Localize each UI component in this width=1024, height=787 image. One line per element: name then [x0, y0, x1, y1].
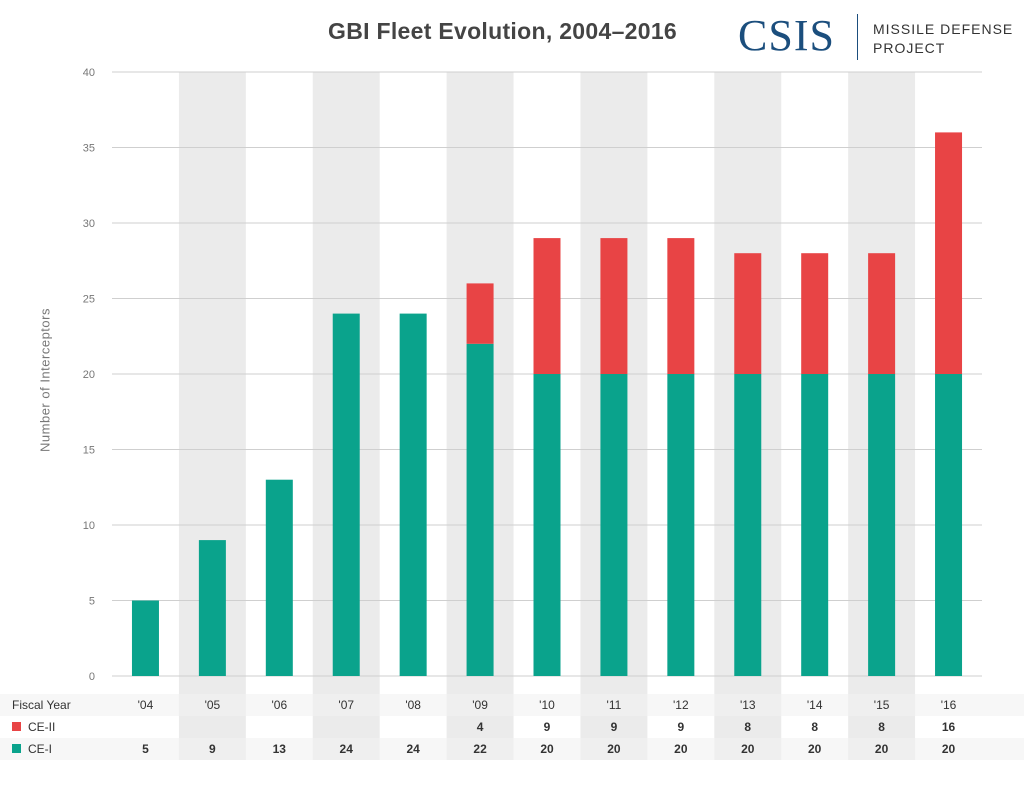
table-cell-value: 20	[741, 742, 755, 756]
x-tick-label: '09	[472, 698, 488, 712]
bar-ce-ii	[734, 253, 762, 374]
legend-label: CE-I	[28, 742, 52, 756]
bar-ce-i	[935, 374, 963, 676]
table-cell-value: 16	[942, 720, 956, 734]
y-tick-label: 5	[89, 596, 95, 608]
y-tick-label: 20	[83, 369, 95, 381]
bar-ce-i	[868, 374, 896, 676]
x-tick-label: '04	[138, 698, 154, 712]
table-cell-value: 22	[473, 742, 487, 756]
x-tick-label: '11	[607, 698, 622, 712]
chart-title: GBI Fleet Evolution, 2004–2016	[328, 18, 678, 44]
y-tick-label: 35	[83, 143, 95, 155]
logo-line-1: MISSILE DEFENSE	[873, 21, 1014, 37]
bar-ce-i	[600, 374, 628, 676]
x-tick-label: '15	[874, 698, 890, 712]
logo-line-2: PROJECT	[873, 40, 946, 56]
legend-swatch	[12, 744, 21, 753]
legend-swatch	[12, 722, 21, 731]
table-cell-value: 24	[340, 742, 354, 756]
table-cell-value: 9	[544, 720, 551, 734]
table-cell-value: 24	[406, 742, 420, 756]
x-tick-label: '05	[205, 698, 221, 712]
bar-ce-i	[198, 540, 226, 676]
table-header-label: Fiscal Year	[12, 698, 71, 712]
bar-ce-i	[734, 374, 762, 676]
logo-divider	[857, 14, 858, 60]
table-cell-value: 13	[273, 742, 287, 756]
x-tick-label: '12	[673, 698, 689, 712]
x-tick-label: '07	[338, 698, 354, 712]
bar-ce-i	[533, 374, 561, 676]
x-tick-label: '06	[271, 698, 287, 712]
y-tick-label: 15	[83, 445, 95, 457]
table-cell-value: 20	[808, 742, 822, 756]
bar-ce-ii	[935, 132, 963, 374]
bar-ce-ii	[533, 238, 561, 374]
table-cell-value: 20	[540, 742, 554, 756]
bar-ce-ii	[667, 238, 695, 374]
x-tick-label: '08	[405, 698, 421, 712]
bar-ce-ii	[466, 283, 494, 344]
bar-ce-i	[466, 343, 494, 676]
logo-text: MISSILE DEFENSE PROJECT	[873, 20, 1024, 58]
table-cell-value: 20	[942, 742, 956, 756]
y-tick-label: 40	[83, 67, 95, 79]
table-cell-value: 9	[611, 720, 618, 734]
table-cell-value: 8	[744, 720, 751, 734]
y-tick-label: 25	[83, 294, 95, 306]
bar-ce-i	[399, 313, 427, 676]
bar-ce-ii	[801, 253, 829, 374]
table-cell-value: 20	[674, 742, 688, 756]
table-row-band	[0, 738, 1024, 760]
table-cell-value: 9	[209, 742, 216, 756]
table-cell-value: 9	[678, 720, 685, 734]
logo-mark: CSIS	[738, 11, 835, 60]
bar-ce-i	[131, 600, 159, 676]
table-cell-value: 8	[878, 720, 885, 734]
table-cell-value: 20	[607, 742, 621, 756]
y-tick-label: 0	[89, 671, 95, 683]
table-cell-value: 8	[811, 720, 818, 734]
bar-ce-i	[667, 374, 695, 676]
x-tick-label: '16	[941, 698, 957, 712]
bar-ce-i	[332, 313, 360, 676]
x-tick-label: '14	[807, 698, 823, 712]
table-cell-value: 5	[142, 742, 149, 756]
y-tick-label: 30	[83, 218, 95, 230]
bar-ce-i	[265, 479, 293, 676]
table-header-band	[0, 694, 1024, 716]
legend-label: CE-II	[28, 720, 55, 734]
bar-ce-ii	[600, 238, 628, 374]
x-tick-label: '13	[740, 698, 756, 712]
bar-ce-i	[801, 374, 829, 676]
y-tick-label: 10	[83, 520, 95, 532]
table-cell-value: 4	[477, 720, 484, 734]
bar-ce-ii	[868, 253, 896, 374]
table-cell-value: 20	[875, 742, 889, 756]
x-tick-label: '10	[539, 698, 555, 712]
